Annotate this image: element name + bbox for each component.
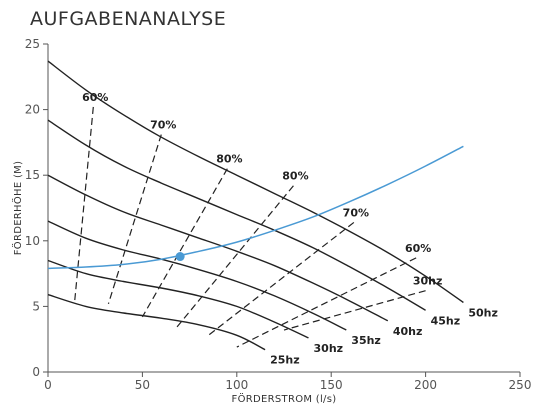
system-curve-group bbox=[47, 145, 464, 270]
x-ticks: 0 50 100 150 200 250 bbox=[44, 372, 531, 392]
x-tick-label: 100 bbox=[225, 378, 248, 392]
efficiency-label: 30hz bbox=[413, 275, 443, 288]
y-tick-label: 25 bbox=[25, 37, 40, 51]
axes bbox=[47, 44, 520, 373]
pump-curve bbox=[47, 119, 426, 311]
curve-labels: 60% 70% 80% 80% 70% 60% 30hz 25hz 30hz 35hz 40hz 45… bbox=[82, 91, 498, 367]
efficiency-line bbox=[283, 290, 426, 331]
pump-curve bbox=[47, 293, 266, 351]
efficiency-label: 60% bbox=[82, 91, 108, 104]
efficiency-line bbox=[107, 134, 162, 304]
efficiency-label: 70% bbox=[150, 119, 176, 132]
y-tick-label: 5 bbox=[32, 299, 40, 313]
pump-curve bbox=[47, 259, 309, 339]
x-tick-label: 50 bbox=[135, 378, 150, 392]
pump-curve bbox=[47, 220, 347, 331]
x-axis-label: FÖRDERSTROM (l/s) bbox=[232, 392, 337, 405]
system-curve bbox=[47, 145, 464, 270]
pump-curve-label: 25hz bbox=[270, 354, 300, 367]
x-tick-label: 200 bbox=[414, 378, 437, 392]
efficiency-line bbox=[208, 221, 355, 336]
pump-curve bbox=[47, 174, 389, 322]
efficiency-label: 70% bbox=[343, 206, 369, 219]
pump-curve-label: 30hz bbox=[314, 342, 344, 355]
pump-curve bbox=[47, 60, 464, 304]
efficiency-label: 80% bbox=[282, 170, 308, 183]
y-tick-label: 10 bbox=[25, 234, 40, 248]
efficiency-line bbox=[141, 168, 228, 318]
efficiency-lines bbox=[73, 106, 426, 348]
pump-curve-label: 45hz bbox=[431, 314, 461, 327]
y-axis-label: FÖRDERHÖHE (M) bbox=[11, 161, 24, 256]
efficiency-line bbox=[236, 257, 417, 348]
chart-title: AUFGABENANALYSE bbox=[30, 8, 227, 30]
pump-curve-label: 35hz bbox=[351, 334, 381, 347]
y-tick-label: 20 bbox=[25, 103, 40, 117]
y-tick-label: 0 bbox=[32, 365, 40, 379]
efficiency-line bbox=[174, 185, 294, 331]
efficiency-label: 60% bbox=[405, 242, 431, 255]
pump-curves bbox=[47, 60, 464, 351]
y-ticks: 0 5 10 15 20 25 bbox=[25, 37, 48, 379]
x-tick-label: 150 bbox=[320, 378, 343, 392]
operating-point bbox=[175, 252, 185, 262]
x-tick-label: 250 bbox=[509, 378, 532, 392]
pump-curve-label: 50hz bbox=[468, 306, 498, 319]
x-tick-label: 0 bbox=[44, 378, 52, 392]
y-tick-label: 15 bbox=[25, 168, 40, 182]
efficiency-label: 80% bbox=[216, 153, 242, 166]
pump-curve-label: 40hz bbox=[393, 325, 423, 338]
